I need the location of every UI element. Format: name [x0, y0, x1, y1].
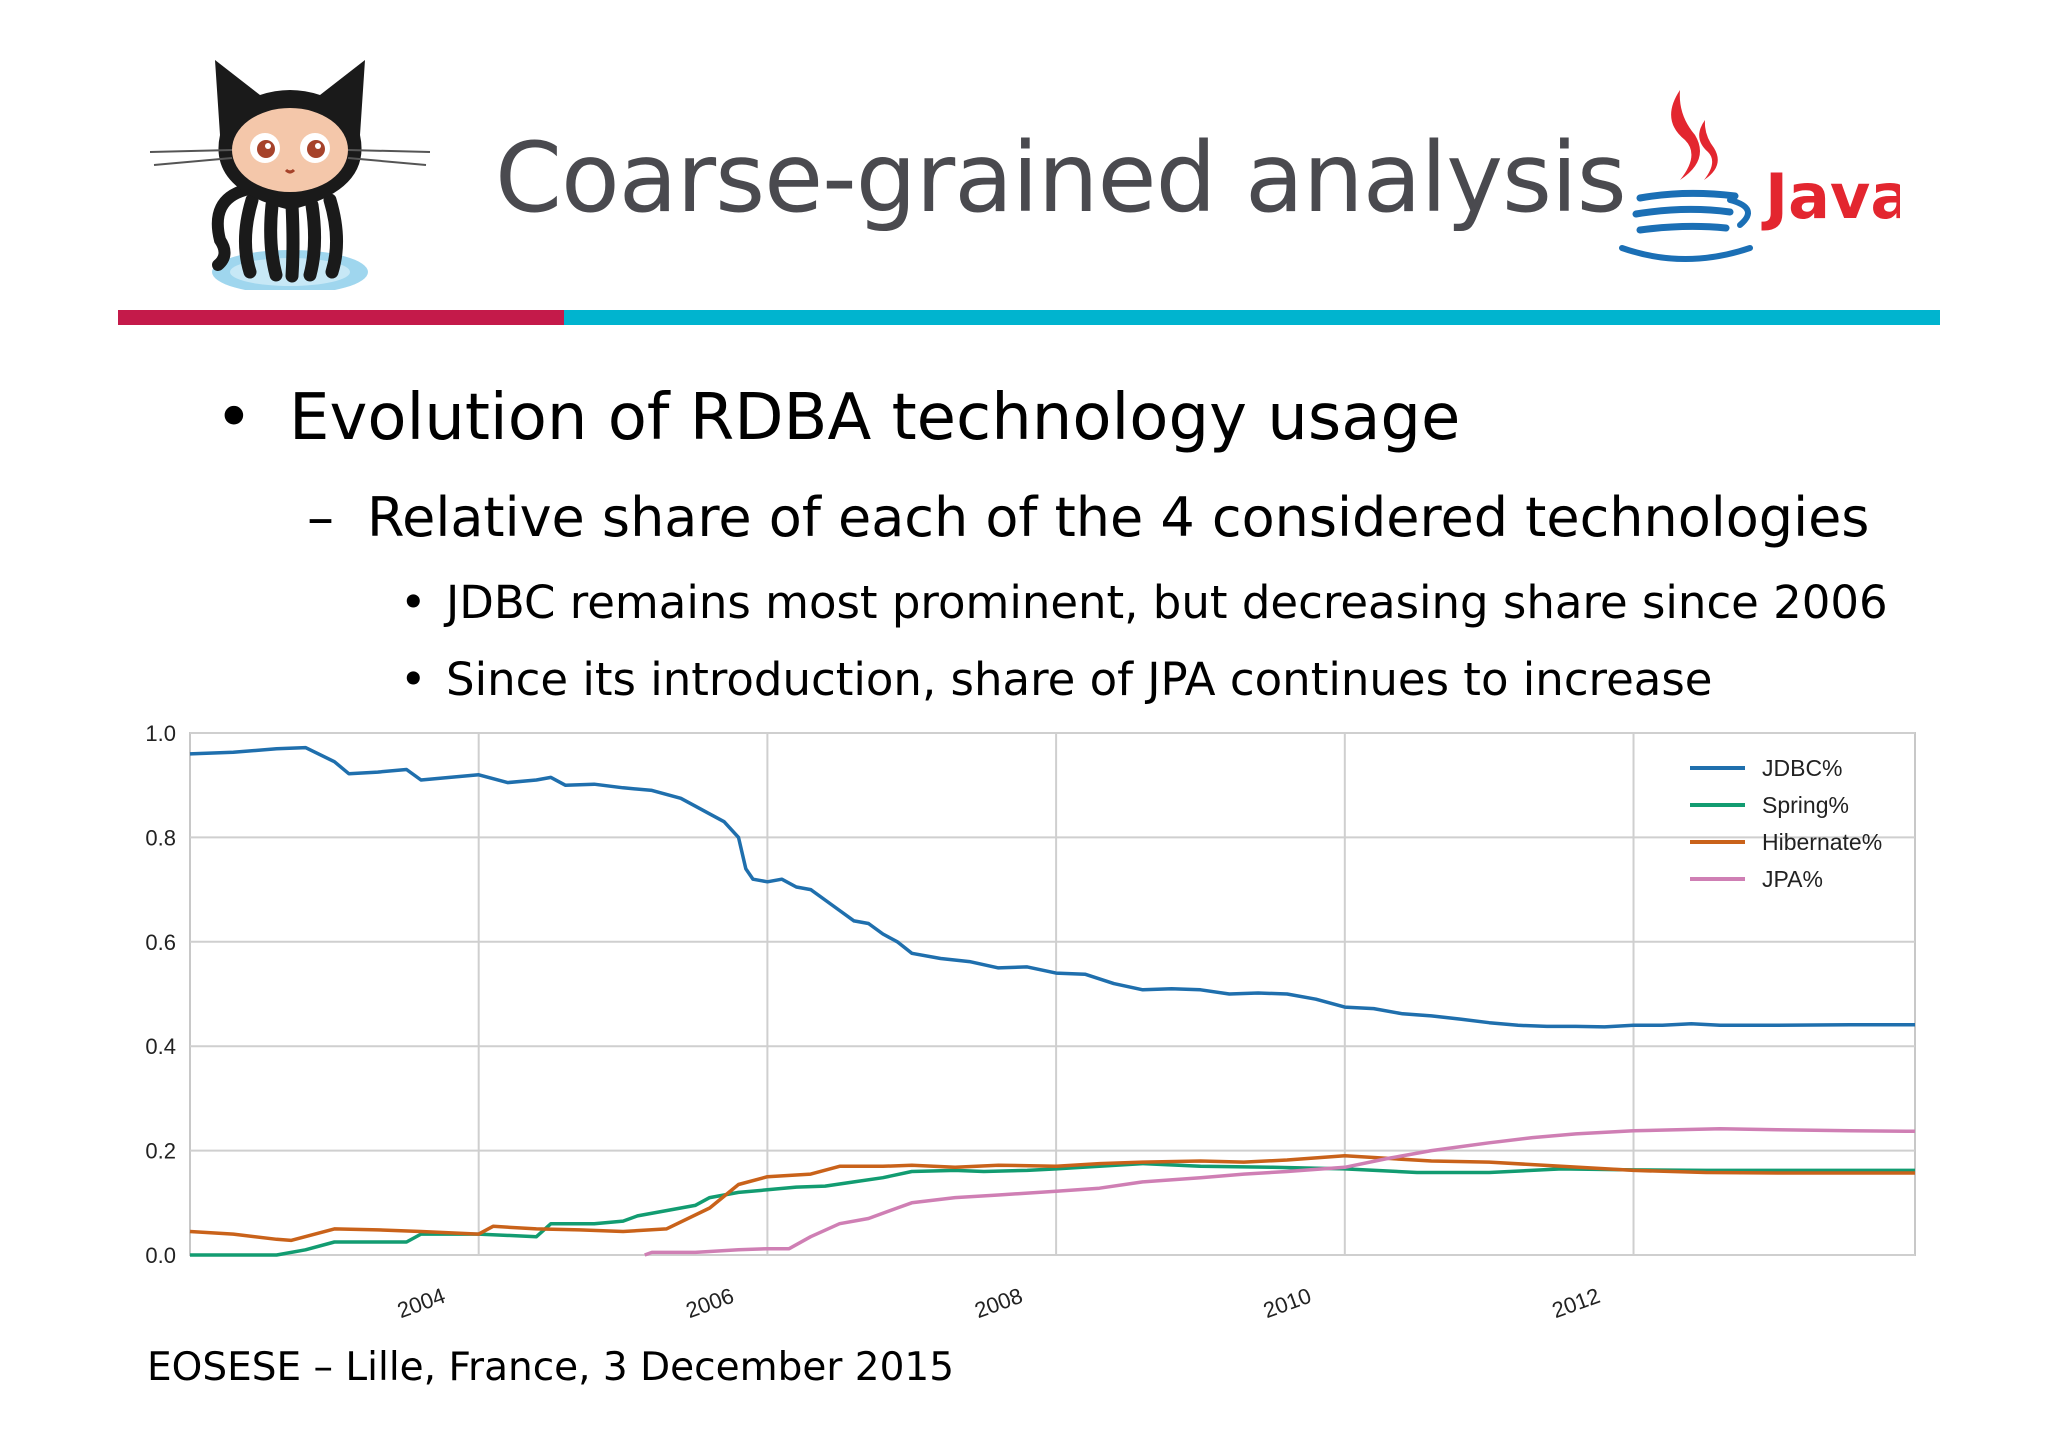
y-tick-label: 0.0 [145, 1243, 176, 1268]
x-tick-label: 2012 [1549, 1283, 1604, 1323]
y-tick-label: 1.0 [145, 721, 176, 746]
bullet-level3-jdbc: • JDBC remains most prominent, but decrea… [400, 578, 1888, 628]
plot-area [189, 732, 1916, 1256]
y-tick-label: 0.2 [145, 1139, 176, 1164]
java-logo-text: Java [1761, 160, 1900, 233]
title-rule-cyan [564, 310, 1940, 325]
java-logo: Java [1619, 90, 1900, 262]
bullet-level2: – Relative share of each of the 4 conside… [307, 486, 1870, 549]
bullet-dash: – [307, 486, 334, 549]
bullet-dot: • [400, 576, 427, 629]
legend-label: Hibernate% [1762, 829, 1882, 855]
x-tick-label: 2004 [394, 1283, 449, 1323]
bullet-dot: • [400, 653, 427, 706]
legend-label: JDBC% [1762, 755, 1843, 781]
bullet-level3-jpa-text: Since its introduction, share of JPA con… [446, 653, 1713, 706]
series-line-jpa [644, 1126, 1916, 1257]
series-line-spring [190, 1161, 1915, 1257]
legend-label: Spring% [1762, 792, 1849, 818]
series-line-jdbc [189, 745, 1915, 1029]
title-rule-red [118, 310, 564, 325]
bullet-dot: • [215, 381, 253, 455]
bullet-level3-jdbc-text: JDBC remains most prominent, but decreas… [446, 576, 1888, 629]
y-tick-label: 0.6 [145, 930, 176, 955]
bullet-level2-text: Relative share of each of the 4 consider… [367, 486, 1870, 549]
y-tick-label: 0.4 [145, 1034, 176, 1059]
x-tick-label: 2010 [1260, 1283, 1315, 1323]
x-tick-label: 2008 [971, 1283, 1026, 1323]
slide-title: Coarse-grained analysis [495, 122, 1627, 234]
x-tick-label: 2006 [683, 1283, 738, 1323]
octocat-logo [149, 60, 431, 290]
slide-footer: EOSESE – Lille, France, 3 December 2015 [147, 1345, 955, 1390]
bullet-level1-text: Evolution of RDBA technology usage [289, 381, 1461, 455]
rdba-usage-chart: 0.0 0.2 0.4 0.6 0.8 1.0 2004 2006 2008 2010 2012 JD… [145, 721, 1916, 1323]
series-line-hibernate [189, 1154, 1915, 1243]
legend-label: JPA% [1762, 866, 1823, 892]
bullet-level3-jpa: • Since its introduction, share of JPA co… [400, 655, 1712, 705]
y-tick-label: 0.8 [145, 825, 176, 850]
bullet-level1: • Evolution of RDBA technology usage [215, 381, 1461, 455]
